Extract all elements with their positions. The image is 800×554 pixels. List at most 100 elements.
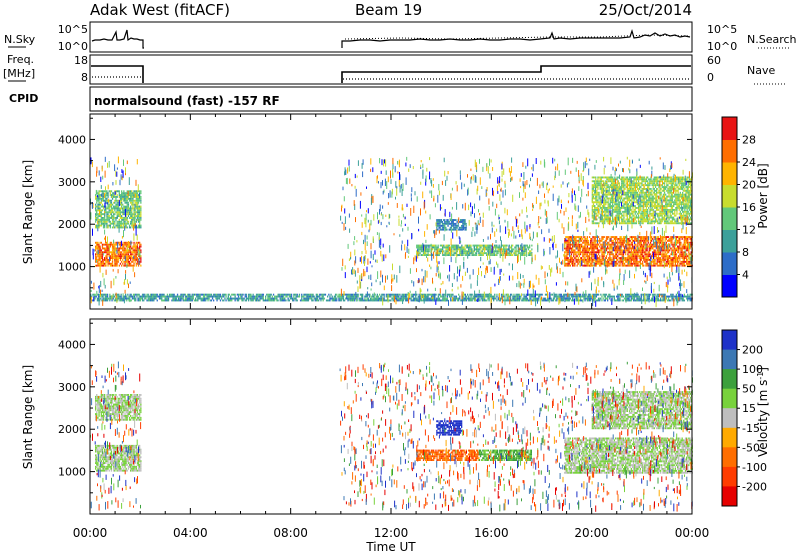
power-data-cells — [90, 156, 693, 308]
power-cell — [475, 254, 478, 256]
power-cell — [447, 244, 449, 247]
power-cell — [680, 182, 683, 185]
power-cell — [614, 262, 617, 265]
power-cell — [599, 260, 601, 263]
power-cell — [126, 194, 128, 196]
power-cell — [688, 241, 690, 244]
power-cell — [505, 250, 507, 253]
power-cell — [635, 236, 637, 238]
power-cell — [671, 220, 674, 223]
power-cell — [666, 209, 668, 211]
power-cell — [645, 236, 647, 238]
power-cell — [98, 245, 100, 248]
power-cell — [635, 189, 637, 192]
power-cell — [597, 259, 600, 261]
power-cell — [609, 216, 611, 219]
power-cell — [140, 259, 142, 261]
power-cell — [653, 249, 655, 252]
power-cell — [618, 209, 621, 211]
power-cell — [666, 260, 669, 263]
power-cell — [452, 244, 454, 247]
power-cell — [639, 186, 641, 188]
power-cell — [636, 262, 638, 265]
power-cell — [653, 220, 655, 223]
power-cell — [131, 255, 133, 258]
power-cell — [465, 224, 467, 227]
power-cell — [669, 182, 671, 185]
power-cell — [671, 209, 674, 211]
power-cell — [661, 214, 663, 217]
power-cell — [132, 197, 134, 200]
power-cell — [617, 239, 619, 242]
power-cell — [606, 193, 608, 196]
power-cell — [671, 257, 673, 259]
power-cell — [442, 254, 444, 256]
power-cell — [522, 254, 524, 256]
power-cell — [462, 222, 464, 225]
power-cell — [613, 238, 615, 240]
power-cell — [106, 207, 108, 210]
power-cell — [124, 247, 126, 250]
power-cell — [97, 241, 99, 244]
power-cell — [572, 257, 574, 259]
power-cell — [686, 238, 688, 240]
power-cell — [595, 193, 597, 196]
power-cell — [133, 194, 135, 196]
power-cell — [662, 245, 664, 248]
power-cell — [596, 180, 598, 183]
power-cell — [688, 214, 690, 217]
power-cell — [627, 195, 630, 198]
power-cell — [111, 247, 114, 250]
power-cell — [125, 197, 127, 200]
power-cell — [660, 260, 662, 263]
power-cell — [586, 243, 588, 246]
power-cell — [454, 248, 456, 251]
power-cell — [678, 193, 680, 196]
power-cell — [436, 228, 438, 231]
power-cell — [642, 264, 644, 267]
power-cell — [670, 186, 672, 188]
power-cell — [599, 216, 601, 219]
power-cell — [119, 199, 122, 202]
power-cell — [594, 236, 596, 238]
power-cell — [661, 259, 663, 261]
power-cell — [623, 247, 626, 250]
power-cell — [649, 180, 651, 183]
power-cell — [113, 213, 115, 216]
power-cell — [601, 262, 603, 265]
power-cell — [130, 262, 132, 265]
power-cell — [437, 228, 439, 231]
power-cell — [665, 188, 667, 190]
power-cell — [631, 195, 633, 198]
power-cell — [115, 243, 117, 246]
power-cell — [635, 243, 637, 246]
power-cell — [99, 297, 101, 300]
power-cell — [615, 214, 617, 217]
power-cell — [665, 210, 667, 213]
power-cell — [137, 199, 140, 202]
power-cell — [111, 264, 114, 267]
power-cell — [633, 184, 635, 187]
power-cell — [639, 241, 641, 244]
power-cell — [600, 260, 602, 263]
power-cell — [619, 212, 622, 215]
power-cell — [617, 180, 619, 183]
power-cell — [668, 191, 670, 194]
power-cell — [138, 293, 140, 296]
power-cell — [99, 196, 101, 198]
power-cell — [656, 197, 658, 200]
power-cell — [566, 236, 568, 238]
power-cell — [106, 245, 108, 248]
power-cell — [531, 248, 533, 251]
power-cell — [628, 251, 630, 254]
power-cell — [570, 249, 573, 252]
power-cell — [635, 238, 637, 240]
power-cell — [663, 178, 666, 181]
power-cell — [650, 191, 652, 194]
power-cell — [650, 212, 652, 215]
power-cell — [122, 259, 124, 261]
power-cell — [677, 222, 679, 225]
power-cell — [126, 199, 128, 202]
power-cell — [657, 209, 659, 211]
power-cell — [129, 293, 131, 296]
